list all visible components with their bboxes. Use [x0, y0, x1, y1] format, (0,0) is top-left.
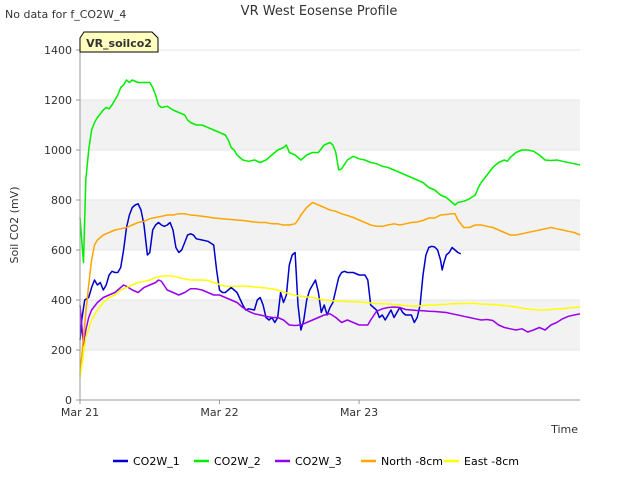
- no-data-note: No data for f_CO2W_4: [5, 8, 126, 21]
- legend-item: CO2W_1: [113, 455, 180, 468]
- x-tick-label: Mar 22: [200, 406, 238, 419]
- series-line-north-8cm: [79, 201, 581, 376]
- y-tick-label: 1400: [44, 44, 72, 57]
- series-line-co2w-2: [79, 79, 581, 264]
- grid-band: [80, 100, 580, 150]
- x-tick-label: Mar 23: [340, 406, 378, 419]
- badge: VR_soilco2: [79, 31, 159, 53]
- legend-label: East -8cm: [464, 455, 519, 468]
- y-tick-label: 400: [51, 294, 72, 307]
- y-tick-label: 1200: [44, 94, 72, 107]
- series-lines: [79, 79, 581, 378]
- legend-item: East -8cm: [444, 455, 519, 468]
- y-tick-label: 1000: [44, 144, 72, 157]
- y-tick-label: 0: [65, 394, 72, 407]
- legend-label: CO2W_3: [295, 455, 342, 468]
- x-tick-label: Mar 21: [61, 406, 99, 419]
- legend-label: CO2W_2: [214, 455, 261, 468]
- legend-label: CO2W_1: [133, 455, 180, 468]
- badge-label: VR_soilco2: [86, 37, 152, 50]
- y-tick-label: 200: [51, 344, 72, 357]
- series-line-east-8cm: [79, 275, 581, 378]
- y-tick-label: 600: [51, 244, 72, 257]
- legend-item: CO2W_2: [194, 455, 261, 468]
- chart-title: VR West Eosense Profile: [241, 4, 398, 19]
- grid-band: [80, 200, 580, 250]
- legend-item: North -8cm: [361, 455, 443, 468]
- y-axis-label: Soil CO2 (mV): [8, 187, 21, 264]
- y-tick-label: 800: [51, 194, 72, 207]
- series-line-co2w-1: [79, 203, 462, 341]
- x-axis-label: Time: [550, 423, 578, 436]
- legend-item: CO2W_3: [275, 455, 342, 468]
- series-line-co2w-3: [79, 279, 581, 346]
- legend: CO2W_1 CO2W_2 CO2W_3 North -8cm East -8cm: [113, 455, 519, 468]
- legend-label: North -8cm: [381, 455, 443, 468]
- axes: 0 200 400 600 800 1000 1200 1400 Mar 21 Mar 22 Mar…: [44, 44, 580, 419]
